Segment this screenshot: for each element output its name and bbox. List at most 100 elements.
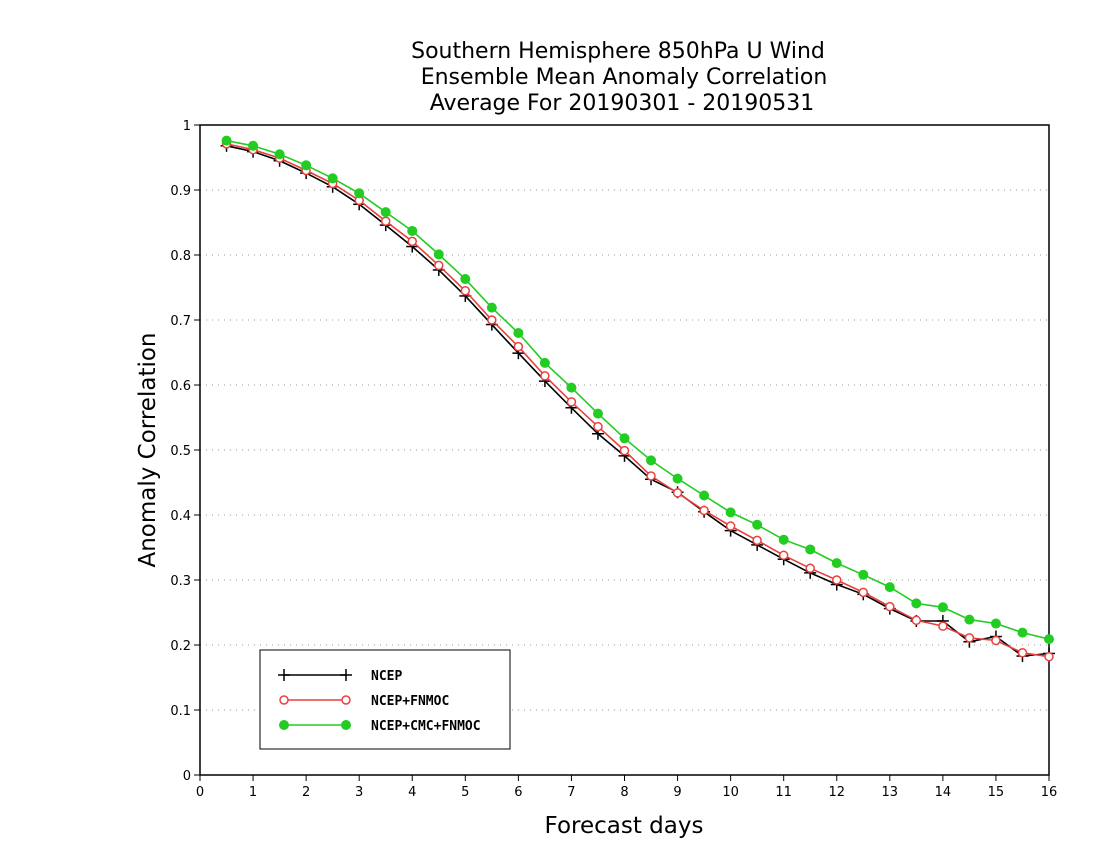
- legend-label-ncep-fnmoc: NCEP+FNMOC: [371, 694, 449, 709]
- point-ncep-cmc-fnmoc-13: [566, 382, 577, 393]
- x-tick-label-1: 1: [249, 785, 257, 800]
- x-axis-title: Forecast days: [545, 813, 704, 839]
- y-tick-label-2: 0.2: [170, 639, 191, 654]
- point-ncep-cmc-fnmoc-16: [646, 455, 657, 466]
- y-tick-label-5: 0.5: [170, 444, 191, 459]
- point-ncep-fnmoc-27: [938, 621, 948, 631]
- series-line-ncep-fnmoc: [226, 143, 1050, 658]
- y-tick-label-8: 0.8: [170, 249, 191, 264]
- x-tick-label-5: 5: [461, 785, 469, 800]
- point-ncep-cmc-fnmoc-12: [539, 357, 550, 368]
- point-ncep-fnmoc-25: [885, 601, 895, 612]
- x-tick-label-9: 9: [673, 785, 681, 800]
- point-ncep-cmc-fnmoc-25: [884, 582, 895, 593]
- point-ncep-fnmoc-11: [513, 341, 524, 352]
- point-ncep-fnmoc-9: [460, 286, 471, 296]
- y-tick-label-7: 0.7: [170, 314, 191, 329]
- point-ncep-cmc-fnmoc-3: [301, 160, 312, 171]
- y-axis-title: Anomaly Correlation: [135, 332, 161, 567]
- point-ncep-cmc-fnmoc-8: [433, 249, 444, 260]
- point-ncep-cmc-fnmoc-1: [248, 140, 259, 151]
- x-tick-label-12: 12: [828, 785, 845, 800]
- y-tick-label-1: 0.1: [170, 704, 191, 719]
- point-ncep-fnmoc-18: [699, 505, 709, 516]
- point-ncep-cmc-fnmoc-9: [460, 274, 471, 285]
- point-ncep-fnmoc-13: [566, 397, 577, 407]
- x-tick-label-2: 2: [302, 785, 310, 800]
- point-ncep-cmc-fnmoc-7: [407, 225, 418, 236]
- point-ncep-cmc-fnmoc-15: [619, 433, 630, 444]
- point-ncep-fnmoc-8: [434, 260, 444, 271]
- y-tick-label-0: 0: [183, 769, 191, 784]
- point-ncep-fnmoc-29: [991, 635, 1001, 646]
- legend-marker-start-ncep-cmc-fnmoc: [279, 720, 289, 730]
- point-ncep-cmc-fnmoc-20: [752, 519, 763, 530]
- point-ncep-fnmoc-30: [1017, 648, 1028, 658]
- legend-marker-start-ncep-fnmoc: [279, 695, 289, 705]
- x-tick-label-3: 3: [355, 785, 363, 800]
- chart-title: Southern Hemisphere 850hPa U Wind Ensemb…: [411, 39, 827, 116]
- y-tick-label-9: 0.9: [170, 184, 191, 199]
- legend-marker-end-ncep: [340, 669, 352, 681]
- legend-marker-end-ncep-fnmoc: [341, 695, 351, 705]
- point-ncep-cmc-fnmoc-30: [1017, 627, 1028, 638]
- x-tick-label-7: 7: [567, 785, 575, 800]
- point-ncep-cmc-fnmoc-4: [327, 173, 338, 184]
- x-tick-label-4: 4: [408, 785, 416, 800]
- point-ncep-fnmoc-10: [487, 315, 497, 325]
- x-tick-label-8: 8: [620, 785, 628, 800]
- point-ncep-cmc-fnmoc-24: [858, 569, 869, 580]
- y-tick-label-4: 0.4: [170, 509, 191, 524]
- x-tick-label-16: 16: [1041, 785, 1058, 800]
- point-ncep-cmc-fnmoc-11: [513, 328, 524, 338]
- y-tick-label-10: 1: [183, 119, 191, 134]
- x-tick-label-0: 0: [196, 785, 204, 800]
- point-ncep-fnmoc-7: [407, 236, 417, 247]
- y-tick-label-6: 0.6: [170, 379, 191, 394]
- x-tick-label-11: 11: [775, 785, 792, 800]
- point-ncep-fnmoc-19: [725, 521, 736, 531]
- point-ncep-fnmoc-14: [593, 421, 603, 432]
- point-ncep-cmc-fnmoc-14: [592, 408, 603, 419]
- x-tick-label-15: 15: [988, 785, 1005, 800]
- point-ncep-cmc-fnmoc-27: [937, 602, 948, 613]
- point-ncep-fnmoc-24: [858, 587, 869, 598]
- axes: 00.10.20.30.40.50.60.70.80.910 1 2 3 4 5 6 7 8 9 1…: [170, 119, 1057, 800]
- series-line-ncep-cmc-fnmoc: [226, 139, 1050, 640]
- legend-marker-start-ncep: [278, 669, 290, 681]
- point-ncep-fnmoc-16: [646, 471, 656, 481]
- x-tick-label-6: 6: [514, 785, 522, 800]
- point-ncep-fnmoc-15: [619, 445, 630, 456]
- x-tick-label-14: 14: [935, 785, 952, 800]
- point-ncep-cmc-fnmoc-21: [778, 534, 789, 545]
- point-ncep-fnmoc-28: [964, 633, 975, 643]
- point-ncep-cmc-fnmoc-22: [805, 544, 816, 555]
- legend: NCEP NCEP+FNMOC NCEP+CMC+FNMOC: [259, 649, 511, 750]
- point-ncep-cmc-fnmoc-18: [699, 490, 710, 501]
- title-line-1: Southern Hemisphere 850hPa U Wind: [411, 39, 825, 64]
- series: [220, 135, 1055, 663]
- point-ncep-cmc-fnmoc-28: [964, 614, 975, 625]
- point-ncep-fnmoc-12: [540, 371, 550, 381]
- point-ncep-cmc-fnmoc-6: [380, 207, 391, 218]
- point-ncep-fnmoc-6: [380, 216, 391, 226]
- legend-label-ncep-cmc-fnmoc: NCEP+CMC+FNMOC: [371, 719, 481, 734]
- y-tick-label-3: 0.3: [170, 574, 191, 589]
- point-ncep-fnmoc-31: [1044, 651, 1054, 662]
- point-ncep-fnmoc-26: [911, 615, 922, 626]
- x-tick-label-10: 10: [722, 785, 739, 800]
- point-ncep-fnmoc-22: [805, 563, 815, 574]
- point-ncep-cmc-fnmoc-26: [911, 598, 922, 609]
- point-ncep-cmc-fnmoc-31: [1044, 634, 1054, 645]
- legend-label-ncep: NCEP: [371, 669, 402, 684]
- point-ncep-cmc-fnmoc-17: [672, 473, 683, 484]
- point-ncep-cmc-fnmoc-23: [831, 558, 842, 569]
- point-ncep-cmc-fnmoc-0: [221, 135, 232, 146]
- series-line-ncep: [226, 145, 1050, 657]
- point-ncep-fnmoc-21: [778, 550, 789, 561]
- point-ncep-fnmoc-20: [752, 535, 762, 546]
- point-ncep-cmc-fnmoc-2: [274, 149, 285, 160]
- point-ncep-cmc-fnmoc-10: [486, 302, 497, 313]
- point-ncep-cmc-fnmoc-5: [354, 188, 365, 199]
- point-ncep-fnmoc-17: [672, 488, 683, 498]
